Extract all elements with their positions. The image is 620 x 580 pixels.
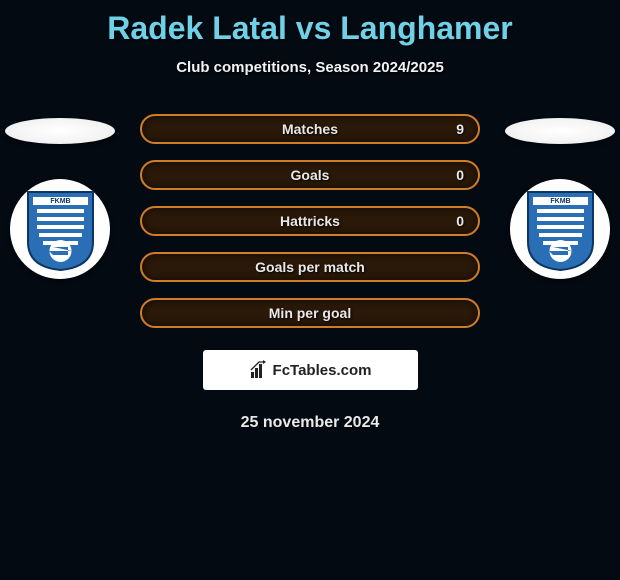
attribution-badge[interactable]: FcTables.com bbox=[203, 350, 418, 390]
svg-text:FKMB: FKMB bbox=[50, 198, 70, 205]
club-crest-icon: FKMB bbox=[23, 187, 98, 272]
stat-row-goals-per-match: Goals per match bbox=[140, 252, 480, 282]
stat-label: Goals bbox=[291, 167, 330, 183]
stat-right-value: 0 bbox=[456, 213, 464, 229]
stat-label: Hattricks bbox=[280, 213, 340, 229]
stat-row-hattricks: Hattricks 0 bbox=[140, 206, 480, 236]
player-left-column: FKMB bbox=[0, 118, 120, 279]
date-label: 25 november 2024 bbox=[0, 414, 620, 432]
stat-row-min-per-goal: Min per goal bbox=[140, 298, 480, 328]
player-right-column: FKMB bbox=[500, 118, 620, 279]
comparison-area: FKMB FKMB bbox=[0, 114, 620, 432]
page-title: Radek Latal vs Langhamer bbox=[0, 0, 620, 47]
stat-label: Min per goal bbox=[269, 305, 351, 321]
stats-list: Matches 9 Goals 0 Hattricks 0 Goals per … bbox=[140, 114, 480, 328]
player-right-club-badge: FKMB bbox=[510, 179, 610, 279]
stat-label: Goals per match bbox=[255, 259, 365, 275]
player-left-avatar bbox=[5, 118, 115, 144]
svg-text:FKMB: FKMB bbox=[550, 198, 570, 205]
stat-label: Matches bbox=[282, 121, 338, 137]
stat-row-goals: Goals 0 bbox=[140, 160, 480, 190]
stat-right-value: 0 bbox=[456, 167, 464, 183]
club-crest-icon: FKMB bbox=[523, 187, 598, 272]
player-left-club-badge: FKMB bbox=[10, 179, 110, 279]
stat-row-matches: Matches 9 bbox=[140, 114, 480, 144]
subtitle: Club competitions, Season 2024/2025 bbox=[0, 59, 620, 76]
stat-right-value: 9 bbox=[456, 121, 464, 137]
player-right-avatar bbox=[505, 118, 615, 144]
attribution-text: FcTables.com bbox=[273, 362, 372, 379]
bar-chart-icon bbox=[249, 360, 269, 380]
